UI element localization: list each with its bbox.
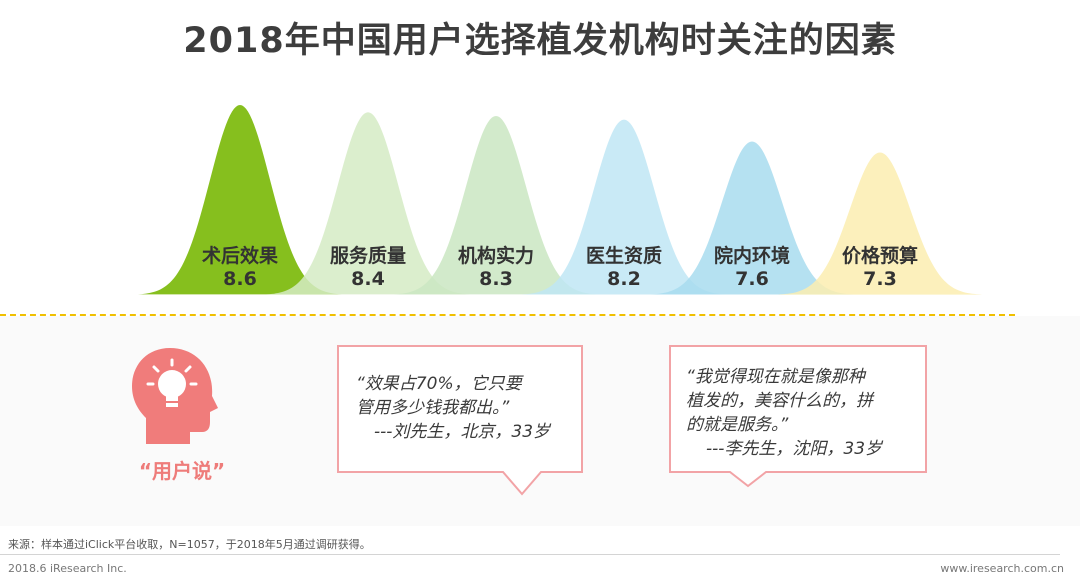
category-label: 术后效果 bbox=[202, 244, 278, 267]
bell-curve-2 bbox=[394, 116, 598, 295]
page-title: 2018年中国用户选择植发机构时关注的因素 bbox=[183, 21, 897, 61]
quote-bubble-1 bbox=[337, 345, 583, 496]
category-label: 机构实力 bbox=[458, 244, 534, 267]
category-label: 院内环境 bbox=[714, 244, 790, 267]
footer-divider bbox=[0, 554, 1060, 555]
value-label: 8.2 bbox=[607, 268, 641, 290]
quote1-line: 管用多少钱我都出。” bbox=[356, 398, 510, 418]
category-label: 价格预算 bbox=[842, 244, 918, 267]
users-say-label: “用户说” bbox=[138, 459, 226, 483]
value-label: 8.3 bbox=[479, 268, 513, 290]
category-label: 服务质量 bbox=[330, 244, 406, 267]
value-label: 8.4 bbox=[351, 268, 385, 290]
value-label: 8.6 bbox=[223, 268, 257, 290]
bell-curve-1 bbox=[266, 112, 470, 295]
website-link[interactable]: www.iresearch.com.cn bbox=[940, 562, 1064, 575]
quote-bubble-2 bbox=[669, 345, 927, 488]
copyright: 2018.6 iResearch Inc. bbox=[8, 562, 127, 575]
divider-line bbox=[0, 314, 1015, 316]
quote2-line: “我觉得现在就是像那种 bbox=[686, 367, 865, 387]
category-label: 医生资质 bbox=[586, 244, 662, 267]
bell-curve-3 bbox=[522, 119, 726, 295]
value-label: 7.3 bbox=[863, 268, 897, 290]
quote2-line: 的就是服务。” bbox=[686, 415, 789, 435]
user-head-icon bbox=[132, 348, 218, 444]
quote2-line: 植发的，美容什么的，拼 bbox=[686, 391, 873, 411]
bell-curve-4 bbox=[650, 141, 854, 295]
bell-curve-5 bbox=[778, 152, 982, 295]
value-label: 7.6 bbox=[735, 268, 769, 290]
quote1-line: “效果占70%，它只要 bbox=[356, 374, 522, 394]
quote1-author: ---刘先生，北京，33岁 bbox=[374, 422, 551, 442]
bell-curve-0 bbox=[138, 105, 342, 295]
source-note: 来源：样本通过iClick平台收取，N=1057，于2018年5月通过调研获得。 bbox=[8, 538, 371, 551]
quote2-author: ---李先生，沈阳，33岁 bbox=[706, 439, 883, 459]
